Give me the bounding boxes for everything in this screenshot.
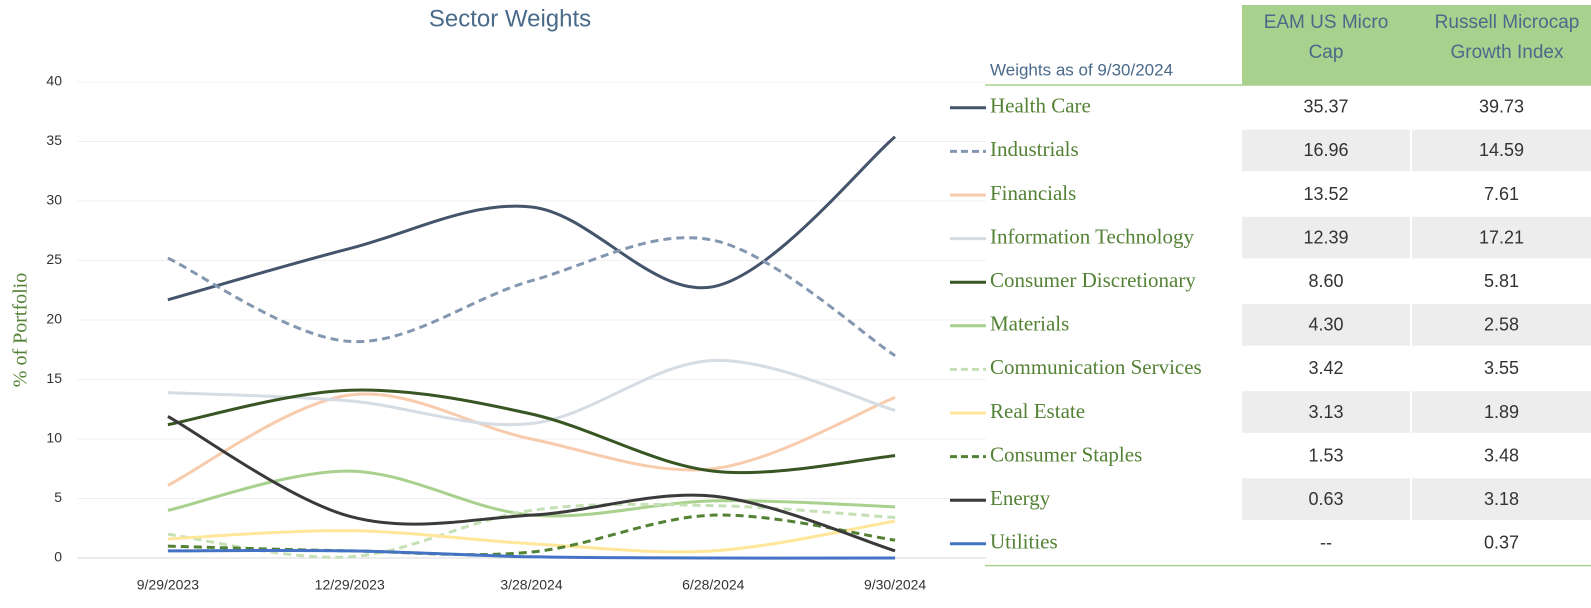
legend-label: Industrials (990, 137, 1079, 161)
y-axis-label: % of Portfolio (10, 273, 32, 387)
legend-label: Information Technology (990, 224, 1195, 248)
table-cell: 39.73 (1479, 97, 1524, 117)
series-line (167, 236, 896, 357)
series-line (167, 392, 896, 487)
y-tick-label: 30 (46, 192, 62, 208)
y-tick-label: 40 (46, 73, 62, 89)
table-cell: 8.60 (1308, 271, 1343, 291)
table-cell: 4.30 (1308, 315, 1343, 335)
legend-label: Financials (990, 181, 1076, 205)
row-band (1242, 478, 1410, 520)
table-cell: 2.58 (1484, 315, 1519, 335)
table-cell: 7.61 (1484, 184, 1519, 204)
legend-label: Health Care (990, 94, 1091, 118)
y-tick-label: 15 (46, 370, 62, 386)
series-line (167, 519, 896, 554)
table-cell: 13.52 (1303, 184, 1348, 204)
y-tick-label: 0 (54, 549, 62, 565)
x-tick-label: 9/29/2023 (137, 577, 199, 593)
table-cell: 3.18 (1484, 489, 1519, 509)
legend-label: Communication Services (990, 355, 1202, 379)
y-tick-label: 5 (54, 489, 62, 505)
table-cell: 17.21 (1479, 227, 1524, 247)
x-tick-label: 3/28/2024 (500, 577, 562, 593)
x-tick-label: 6/28/2024 (682, 577, 744, 593)
y-tick-label: 20 (46, 311, 62, 327)
table-cell: 14.59 (1479, 140, 1524, 160)
table-cell: 35.37 (1303, 97, 1348, 117)
table-cell: 12.39 (1303, 227, 1348, 247)
row-band (1242, 391, 1410, 433)
table-cell: -- (1320, 533, 1332, 553)
x-tick-label: 12/29/2023 (315, 577, 385, 593)
row-band (1242, 304, 1410, 346)
row-band (1242, 129, 1410, 172)
table-cell: 16.96 (1303, 140, 1348, 160)
table-cell: 1.53 (1308, 445, 1343, 465)
column-header: EAM US Micro Cap (1263, 12, 1389, 63)
legend-label: Real Estate (990, 399, 1085, 423)
row-band (1412, 216, 1591, 259)
series-line (167, 135, 897, 302)
y-tick-label: 25 (46, 251, 62, 267)
series-line (167, 415, 896, 553)
table-cell: 5.81 (1484, 271, 1519, 291)
x-tick-label: 9/30/2024 (864, 577, 926, 593)
table-header-bg (1242, 5, 1591, 85)
series-line (167, 513, 896, 557)
table-cell: 0.37 (1484, 533, 1519, 553)
chart-title: Sector Weights (429, 5, 591, 32)
row-band (1412, 304, 1591, 346)
y-tick-label: 10 (46, 430, 62, 446)
legend-label: Consumer Discretionary (990, 268, 1196, 292)
table-cell: 3.48 (1484, 445, 1519, 465)
y-tick-label: 35 (46, 132, 62, 148)
table-cell: 3.13 (1308, 402, 1343, 422)
row-band (1242, 216, 1410, 259)
column-header-box: Russell Microcap Growth Index (1434, 12, 1580, 63)
table-cell: 1.89 (1484, 402, 1519, 422)
table-caption: Weights as of 9/30/2024 (990, 60, 1173, 79)
table-cell: 3.42 (1308, 358, 1343, 378)
series-line (167, 548, 896, 560)
column-header: Russell Microcap Growth Index (1434, 12, 1580, 63)
table-cell: 3.55 (1484, 358, 1519, 378)
column-header-box: EAM US Micro Cap (1263, 12, 1389, 63)
legend-label: Consumer Staples (990, 442, 1142, 466)
row-band (1412, 129, 1591, 172)
series-line (167, 388, 896, 475)
legend-label: Materials (990, 312, 1069, 336)
row-band (1412, 391, 1591, 433)
legend-label: Energy (990, 486, 1051, 510)
legend-label: Utilities (990, 530, 1058, 554)
table-cell: 0.63 (1308, 489, 1343, 509)
row-band (1412, 478, 1591, 520)
